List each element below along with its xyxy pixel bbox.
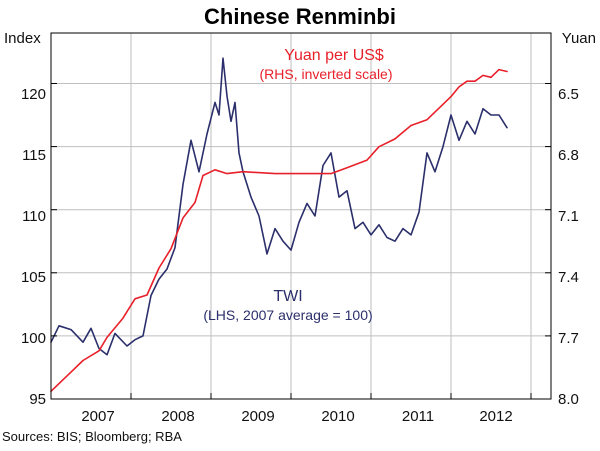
left-tick-label: 120 bbox=[21, 86, 46, 103]
yuan-annotation-title: Yuan per US$ bbox=[284, 47, 384, 64]
left-axis-unit-label: Index bbox=[4, 30, 41, 47]
twi-annotation-note: (LHS, 2007 average = 100) bbox=[203, 307, 372, 323]
plot-frame bbox=[50, 32, 552, 400]
left-axis-tick-labels: 95 100 105 110 115 120 bbox=[21, 86, 46, 408]
gridlines bbox=[51, 33, 551, 399]
x-tick-label: 2008 bbox=[161, 408, 194, 425]
right-tick-label: 6.5 bbox=[558, 86, 579, 103]
series-layer bbox=[50, 57, 508, 393]
right-axis-tick-labels: 8.0 7.7 7.4 7.1 6.8 6.5 bbox=[558, 86, 579, 408]
left-tick-label: 105 bbox=[21, 269, 46, 286]
right-tick-label: 7.1 bbox=[558, 208, 579, 225]
yuan-annotation-note: (RHS, inverted scale) bbox=[259, 66, 392, 82]
right-axis-unit-label: Yuan bbox=[562, 30, 596, 47]
x-tick-label: 2010 bbox=[321, 408, 354, 425]
x-tick-label: 2012 bbox=[479, 408, 512, 425]
left-tick-label: 95 bbox=[29, 391, 46, 408]
twi-annotation-title: TWI bbox=[273, 288, 302, 305]
right-tick-label: 8.0 bbox=[558, 391, 579, 408]
axis-ticks bbox=[51, 82, 551, 399]
yuan-series-line bbox=[50, 68, 508, 393]
x-tick-label: 2009 bbox=[241, 408, 274, 425]
left-tick-label: 110 bbox=[22, 208, 46, 225]
right-tick-label: 7.7 bbox=[558, 330, 579, 347]
chart-title: Chinese Renminbi bbox=[204, 4, 396, 29]
left-tick-label: 100 bbox=[21, 330, 46, 347]
x-tick-label: 2007 bbox=[81, 408, 114, 425]
twi-series-line bbox=[50, 57, 508, 356]
source-note: Sources: BIS; Bloomberg; RBA bbox=[2, 429, 182, 444]
right-tick-label: 6.8 bbox=[558, 147, 579, 164]
x-axis-tick-labels: 2007 2008 2009 2010 2011 2012 bbox=[81, 408, 512, 425]
left-tick-label: 115 bbox=[22, 147, 46, 164]
x-tick-label: 2011 bbox=[402, 408, 434, 425]
right-tick-label: 7.4 bbox=[558, 269, 579, 286]
